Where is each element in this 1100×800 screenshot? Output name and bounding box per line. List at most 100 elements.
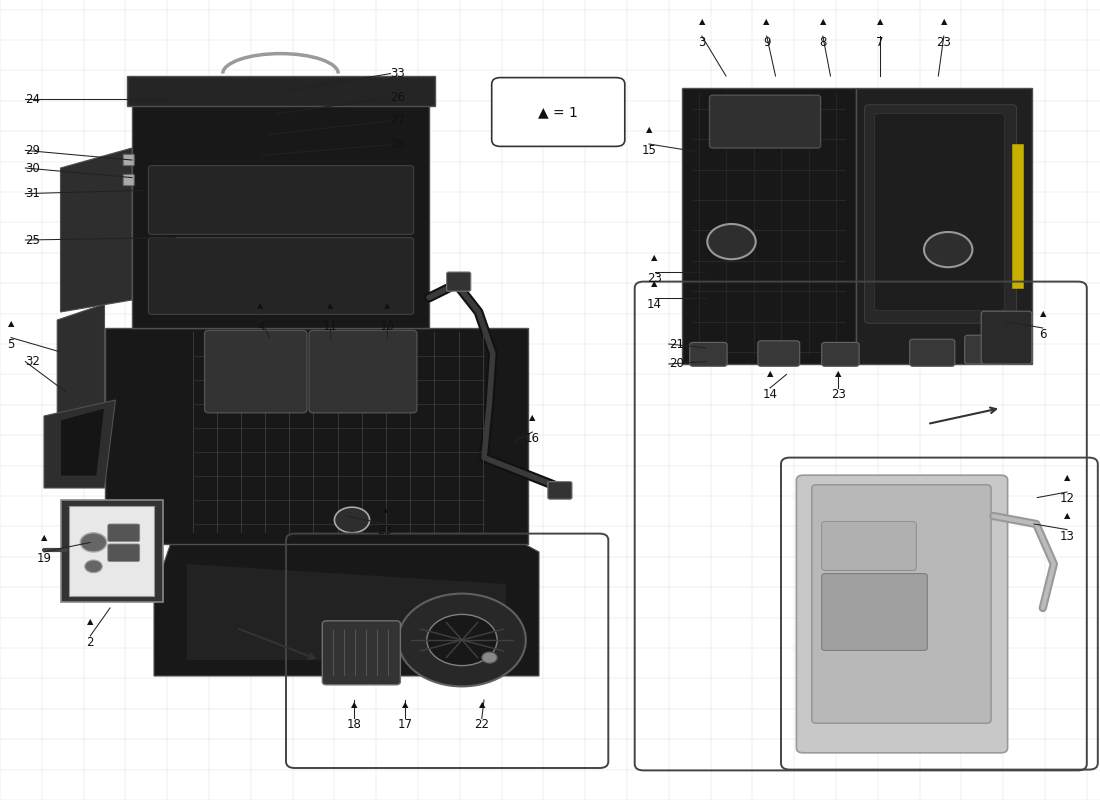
FancyBboxPatch shape <box>812 485 991 723</box>
Text: 15: 15 <box>641 144 657 157</box>
Text: 7: 7 <box>877 36 883 49</box>
Text: 20: 20 <box>669 358 684 370</box>
Text: ▲: ▲ <box>478 700 485 709</box>
Text: ▲: ▲ <box>820 18 826 26</box>
FancyBboxPatch shape <box>965 335 1007 364</box>
Text: 19: 19 <box>36 552 52 565</box>
FancyBboxPatch shape <box>492 78 625 146</box>
FancyBboxPatch shape <box>874 114 1004 310</box>
Circle shape <box>334 507 370 533</box>
Text: 18: 18 <box>346 718 362 731</box>
Text: ▲: ▲ <box>651 279 658 288</box>
FancyBboxPatch shape <box>309 330 417 413</box>
Text: 29: 29 <box>25 144 41 157</box>
Text: 33: 33 <box>390 67 405 80</box>
Text: 13: 13 <box>1059 530 1075 542</box>
Polygon shape <box>682 88 856 364</box>
FancyBboxPatch shape <box>822 342 859 366</box>
Text: ▲: ▲ <box>327 302 333 310</box>
Text: ▲: ▲ <box>382 506 388 514</box>
Polygon shape <box>1012 144 1023 288</box>
Text: ▲: ▲ <box>877 18 883 26</box>
Text: 23: 23 <box>830 388 846 401</box>
Text: 10: 10 <box>379 320 395 333</box>
FancyBboxPatch shape <box>710 95 821 148</box>
Text: ▲: ▲ <box>835 370 842 378</box>
Text: eurosport: eurosport <box>207 442 453 486</box>
Text: ▲: ▲ <box>1040 310 1046 318</box>
Text: 4: 4 <box>257 320 264 333</box>
Text: 23: 23 <box>377 524 393 537</box>
Text: ▲ = 1: ▲ = 1 <box>538 105 579 119</box>
Polygon shape <box>132 96 429 328</box>
FancyBboxPatch shape <box>690 342 727 366</box>
Text: ▲: ▲ <box>1064 474 1070 482</box>
Circle shape <box>482 652 497 663</box>
Circle shape <box>398 594 526 686</box>
Circle shape <box>707 224 756 259</box>
FancyBboxPatch shape <box>910 339 955 366</box>
Polygon shape <box>60 500 163 602</box>
Text: 17: 17 <box>397 718 412 731</box>
Text: 26: 26 <box>390 91 406 104</box>
Circle shape <box>924 232 972 267</box>
Text: ▲: ▲ <box>940 18 947 26</box>
FancyBboxPatch shape <box>822 522 916 570</box>
Circle shape <box>80 533 107 552</box>
FancyBboxPatch shape <box>548 482 572 499</box>
Text: 30: 30 <box>25 162 40 174</box>
Text: 23: 23 <box>936 36 952 49</box>
Polygon shape <box>69 506 154 596</box>
FancyBboxPatch shape <box>148 166 414 234</box>
Text: 14: 14 <box>762 388 778 401</box>
Text: 23: 23 <box>647 272 662 285</box>
Text: 6: 6 <box>1040 328 1046 341</box>
Text: 16: 16 <box>525 432 540 445</box>
Circle shape <box>427 614 497 666</box>
Text: 21: 21 <box>669 338 684 350</box>
Text: 2: 2 <box>87 636 94 649</box>
Text: 14: 14 <box>647 298 662 310</box>
Text: 11: 11 <box>322 320 338 333</box>
Text: 3: 3 <box>698 36 705 49</box>
FancyBboxPatch shape <box>822 574 927 650</box>
FancyBboxPatch shape <box>123 174 134 186</box>
Text: ▲: ▲ <box>698 18 705 26</box>
Polygon shape <box>60 408 104 476</box>
Text: 8: 8 <box>820 36 826 49</box>
Text: ▲: ▲ <box>646 126 652 134</box>
Text: ▲: ▲ <box>1064 511 1070 520</box>
Text: 27: 27 <box>390 114 406 127</box>
FancyBboxPatch shape <box>123 154 134 166</box>
Text: ▲: ▲ <box>402 700 408 709</box>
FancyBboxPatch shape <box>205 330 307 413</box>
Text: 25: 25 <box>25 234 41 246</box>
Text: 24: 24 <box>25 93 41 106</box>
Text: ▲: ▲ <box>351 700 358 709</box>
Polygon shape <box>187 564 506 660</box>
Text: 5: 5 <box>8 338 14 350</box>
Text: ▲: ▲ <box>763 18 770 26</box>
Text: 28: 28 <box>390 138 406 151</box>
Polygon shape <box>154 516 539 676</box>
Text: ▲: ▲ <box>8 319 14 328</box>
Circle shape <box>85 560 102 573</box>
FancyBboxPatch shape <box>796 475 1008 753</box>
FancyBboxPatch shape <box>758 341 800 366</box>
FancyBboxPatch shape <box>981 311 1032 364</box>
Text: since 1983: since 1983 <box>293 610 477 638</box>
FancyBboxPatch shape <box>148 238 414 314</box>
Text: 32: 32 <box>25 355 41 368</box>
Polygon shape <box>60 148 132 312</box>
Polygon shape <box>44 400 116 488</box>
FancyBboxPatch shape <box>322 621 400 685</box>
Polygon shape <box>856 88 1032 364</box>
Text: ▲: ▲ <box>384 302 390 310</box>
Text: ▲: ▲ <box>87 618 94 626</box>
Text: ▲: ▲ <box>767 370 773 378</box>
Text: ▲: ▲ <box>257 302 264 310</box>
FancyBboxPatch shape <box>865 105 1016 323</box>
Polygon shape <box>126 76 435 106</box>
Text: 12: 12 <box>1059 492 1075 505</box>
Text: ▲: ▲ <box>651 254 658 262</box>
